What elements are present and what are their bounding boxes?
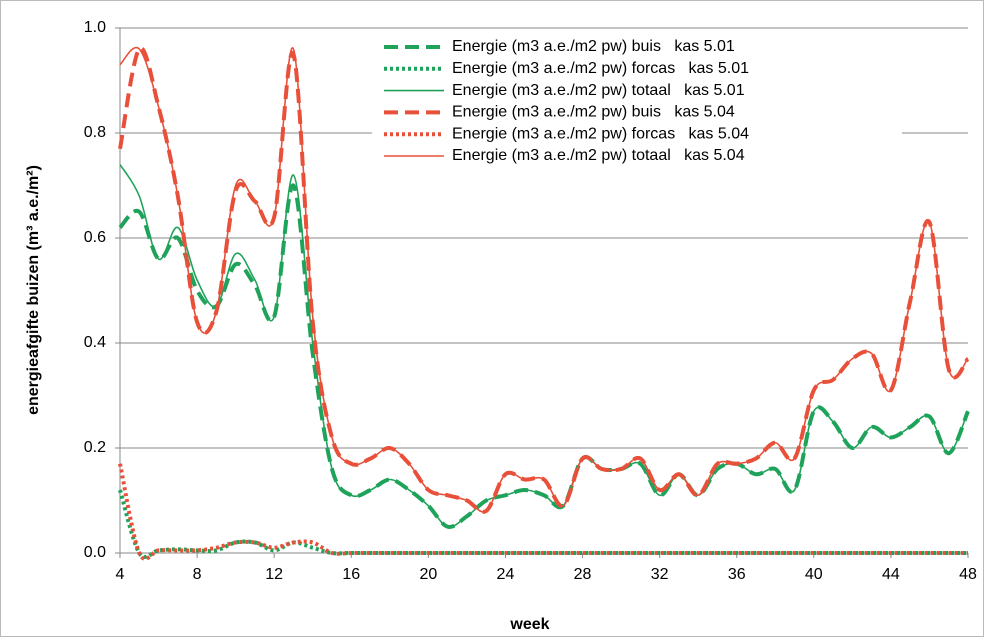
x-tick-label: 32	[651, 566, 669, 583]
legend: Energie (m3 a.e./m2 pw) buis kas 5.01 Ene…	[372, 32, 902, 170]
x-tick-label: 44	[882, 566, 900, 583]
legend-box	[372, 32, 902, 170]
y-tick-label: 0.2	[84, 439, 106, 456]
legend-label: Energie (m3 a.e./m2 pw) forcas kas 5.04	[452, 125, 749, 142]
x-tick-label: 20	[419, 566, 437, 583]
series-line	[119, 164, 969, 528]
y-tick-label: 0.0	[84, 544, 106, 561]
legend-label: Energie (m3 a.e./m2 pw) buis kas 5.01	[452, 38, 735, 55]
x-tick-label: 40	[805, 566, 823, 583]
x-tick-label: 36	[728, 566, 746, 583]
legend-label: Energie (m3 a.e./m2 pw) buis kas 5.04	[452, 104, 735, 121]
legend-label: Energie (m3 a.e./m2 pw) totaal kas 5.01	[452, 82, 745, 99]
y-axis-title: energieafgifte buizen (m³ a.e./m²)	[25, 165, 42, 415]
x-tick-label: 12	[265, 566, 283, 583]
x-tick-label: 48	[959, 566, 977, 583]
y-tick-label: 0.4	[84, 334, 106, 351]
y-tick-label: 0.8	[84, 124, 106, 141]
y-tick-label: 0.6	[84, 229, 106, 246]
x-tick-label: 16	[342, 566, 360, 583]
x-tick-label: 8	[193, 566, 202, 583]
legend-label: Energie (m3 a.e./m2 pw) totaal kas 5.04	[452, 147, 745, 164]
y-tick-label: 1.0	[84, 19, 106, 36]
x-axis-title: week	[509, 616, 549, 633]
series-line	[118, 489, 968, 559]
series-line	[119, 46, 969, 513]
x-tick-label: 4	[116, 566, 125, 583]
x-tick-label: 24	[497, 566, 515, 583]
x-tick-label: 28	[574, 566, 592, 583]
legend-label: Energie (m3 a.e./m2 pw) forcas kas 5.01	[452, 60, 749, 77]
